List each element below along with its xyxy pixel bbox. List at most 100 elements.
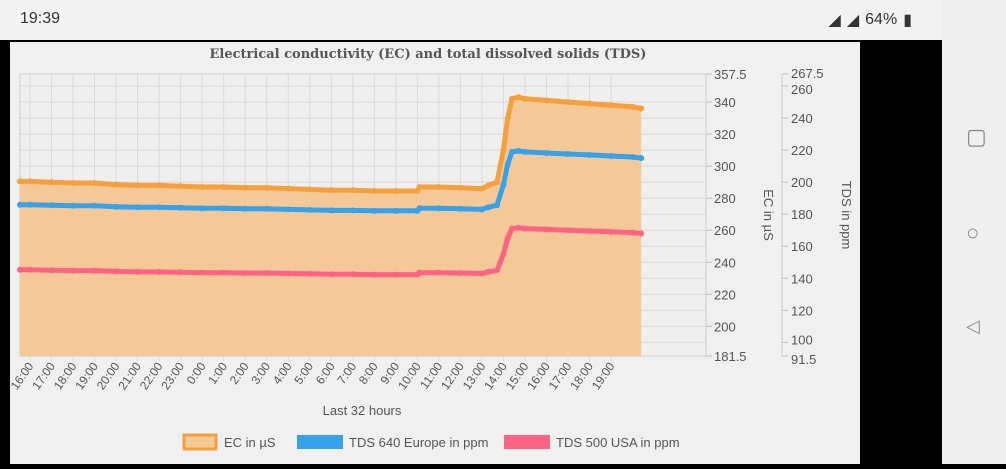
data-point[interactable]: [543, 149, 550, 156]
data-point[interactable]: [493, 179, 500, 186]
data-point[interactable]: [156, 182, 163, 189]
data-point[interactable]: [521, 148, 528, 155]
data-point[interactable]: [485, 268, 492, 275]
data-point[interactable]: [328, 187, 335, 194]
data-point[interactable]: [199, 269, 206, 276]
legend-label[interactable]: TDS 640 Europe in ppm: [349, 435, 488, 450]
data-point[interactable]: [500, 181, 507, 188]
data-point[interactable]: [371, 271, 378, 278]
data-point[interactable]: [493, 202, 500, 209]
recents-icon[interactable]: ▢: [966, 124, 987, 149]
legend-swatch[interactable]: [182, 433, 218, 451]
data-point[interactable]: [156, 204, 163, 211]
data-point[interactable]: [242, 184, 249, 191]
data-point[interactable]: [48, 179, 55, 186]
data-point[interactable]: [17, 201, 23, 208]
data-point[interactable]: [457, 184, 464, 191]
data-point[interactable]: [91, 202, 98, 209]
data-point[interactable]: [521, 225, 528, 232]
data-point[interactable]: [70, 202, 77, 209]
data-point[interactable]: [435, 183, 442, 190]
data-point[interactable]: [27, 178, 33, 185]
data-point[interactable]: [504, 115, 511, 122]
data-point[interactable]: [220, 205, 227, 212]
data-point[interactable]: [371, 187, 378, 194]
data-point[interactable]: [48, 202, 55, 209]
data-point[interactable]: [91, 179, 98, 186]
data-point[interactable]: [416, 269, 423, 276]
data-point[interactable]: [177, 269, 184, 276]
data-point[interactable]: [392, 187, 399, 194]
data-point[interactable]: [263, 205, 270, 212]
data-point[interactable]: [156, 268, 163, 275]
data-point[interactable]: [485, 204, 492, 211]
legend-swatch[interactable]: [297, 435, 343, 449]
data-point[interactable]: [629, 153, 636, 160]
data-point[interactable]: [306, 270, 313, 277]
data-point[interactable]: [285, 206, 292, 213]
data-point[interactable]: [416, 183, 423, 190]
data-point[interactable]: [134, 268, 141, 275]
data-point[interactable]: [504, 235, 511, 242]
data-point[interactable]: [263, 270, 270, 277]
data-point[interactable]: [392, 207, 399, 214]
data-point[interactable]: [543, 97, 550, 104]
data-point[interactable]: [263, 184, 270, 191]
data-point[interactable]: [70, 179, 77, 186]
data-point[interactable]: [349, 207, 356, 214]
data-point[interactable]: [17, 266, 23, 273]
data-point[interactable]: [509, 95, 516, 102]
legend-label[interactable]: TDS 500 USA in ppm: [556, 435, 680, 450]
data-point[interactable]: [493, 267, 500, 274]
data-point[interactable]: [285, 185, 292, 192]
data-point[interactable]: [608, 153, 615, 160]
data-point[interactable]: [629, 229, 636, 236]
data-point[interactable]: [134, 204, 141, 211]
data-point[interactable]: [457, 270, 464, 277]
data-point[interactable]: [220, 183, 227, 190]
data-point[interactable]: [306, 186, 313, 193]
back-icon[interactable]: ◁: [966, 316, 980, 336]
data-point[interactable]: [504, 161, 511, 168]
data-point[interactable]: [608, 102, 615, 109]
home-icon[interactable]: ○: [966, 220, 980, 245]
data-point[interactable]: [113, 268, 120, 275]
data-point[interactable]: [565, 99, 571, 106]
data-point[interactable]: [91, 267, 98, 274]
data-point[interactable]: [457, 205, 464, 212]
data-point[interactable]: [638, 155, 645, 162]
data-point[interactable]: [328, 207, 335, 214]
legend-label[interactable]: EC in µS: [224, 435, 276, 450]
data-point[interactable]: [586, 100, 593, 107]
data-point[interactable]: [134, 182, 141, 189]
data-point[interactable]: [349, 187, 356, 194]
data-point[interactable]: [586, 151, 593, 158]
data-point[interactable]: [199, 183, 206, 190]
data-point[interactable]: [328, 271, 335, 278]
data-point[interactable]: [285, 270, 292, 277]
data-point[interactable]: [113, 181, 120, 188]
data-point[interactable]: [543, 226, 550, 233]
legend-swatch[interactable]: [504, 435, 550, 449]
data-point[interactable]: [371, 207, 378, 214]
data-point[interactable]: [435, 269, 442, 276]
data-point[interactable]: [199, 205, 206, 212]
data-point[interactable]: [242, 205, 249, 212]
data-point[interactable]: [500, 251, 507, 258]
data-point[interactable]: [515, 147, 522, 154]
data-point[interactable]: [521, 95, 528, 102]
data-point[interactable]: [48, 267, 55, 274]
data-point[interactable]: [70, 267, 77, 274]
data-point[interactable]: [478, 206, 485, 213]
data-point[interactable]: [478, 270, 485, 277]
data-point[interactable]: [416, 205, 423, 212]
data-point[interactable]: [177, 183, 184, 190]
data-point[interactable]: [27, 266, 33, 273]
data-point[interactable]: [515, 224, 522, 231]
data-point[interactable]: [638, 230, 645, 237]
data-point[interactable]: [586, 228, 593, 235]
data-point[interactable]: [565, 227, 571, 234]
data-point[interactable]: [509, 148, 516, 155]
data-point[interactable]: [608, 228, 615, 235]
data-point[interactable]: [177, 204, 184, 211]
